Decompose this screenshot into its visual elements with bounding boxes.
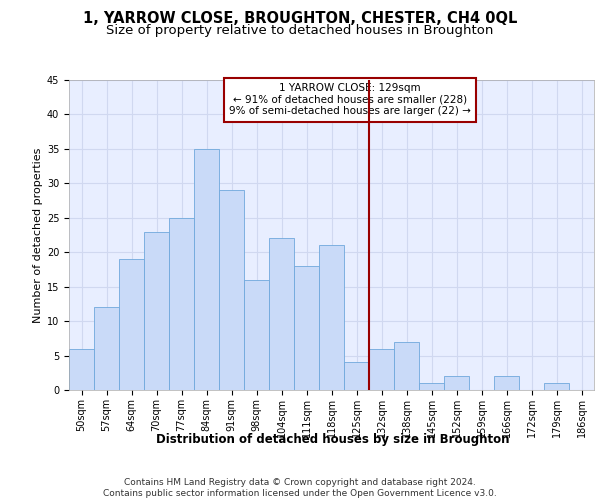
Bar — [319, 246, 344, 390]
Bar — [269, 238, 294, 390]
Text: Contains HM Land Registry data © Crown copyright and database right 2024.
Contai: Contains HM Land Registry data © Crown c… — [103, 478, 497, 498]
Text: Size of property relative to detached houses in Broughton: Size of property relative to detached ho… — [106, 24, 494, 37]
Bar — [194, 149, 219, 390]
Text: 1 YARROW CLOSE: 129sqm
← 91% of detached houses are smaller (228)
9% of semi-det: 1 YARROW CLOSE: 129sqm ← 91% of detached… — [229, 83, 471, 116]
Text: Distribution of detached houses by size in Broughton: Distribution of detached houses by size … — [156, 432, 510, 446]
Y-axis label: Number of detached properties: Number of detached properties — [32, 148, 43, 322]
Text: 1, YARROW CLOSE, BROUGHTON, CHESTER, CH4 0QL: 1, YARROW CLOSE, BROUGHTON, CHESTER, CH4… — [83, 11, 517, 26]
Bar — [344, 362, 369, 390]
Bar — [444, 376, 469, 390]
Bar — [169, 218, 194, 390]
Bar — [369, 348, 394, 390]
Bar — [219, 190, 244, 390]
Bar — [494, 376, 519, 390]
Bar — [544, 383, 569, 390]
Bar — [244, 280, 269, 390]
Bar — [144, 232, 169, 390]
Bar — [294, 266, 319, 390]
Bar — [69, 348, 94, 390]
Bar — [119, 259, 144, 390]
Bar — [419, 383, 444, 390]
Bar — [394, 342, 419, 390]
Bar — [94, 308, 119, 390]
